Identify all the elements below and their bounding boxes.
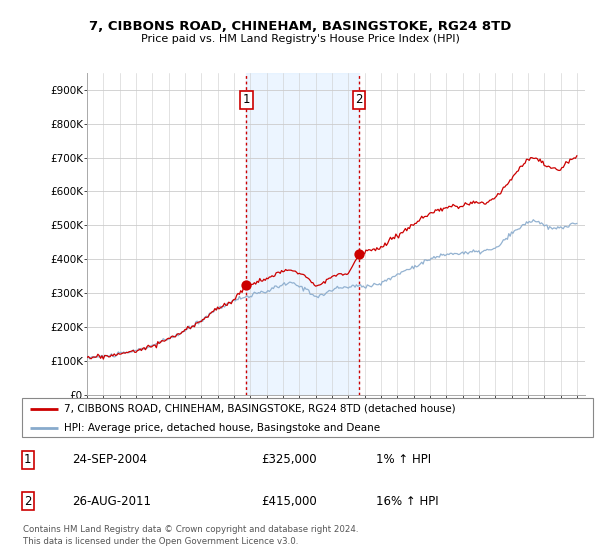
Text: £325,000: £325,000 (262, 453, 317, 466)
Text: Price paid vs. HM Land Registry's House Price Index (HPI): Price paid vs. HM Land Registry's House … (140, 34, 460, 44)
Text: 16% ↑ HPI: 16% ↑ HPI (376, 494, 439, 508)
Text: HPI: Average price, detached house, Basingstoke and Deane: HPI: Average price, detached house, Basi… (64, 423, 380, 433)
Point (354, 250, 364, 259)
Text: 1: 1 (242, 94, 250, 106)
Text: £415,000: £415,000 (262, 494, 317, 508)
Text: 26-AUG-2011: 26-AUG-2011 (73, 494, 152, 508)
Text: 2: 2 (24, 494, 32, 508)
Bar (246, 73, 359, 395)
Text: 7, CIBBONS ROAD, CHINEHAM, BASINGSTOKE, RG24 8TD: 7, CIBBONS ROAD, CHINEHAM, BASINGSTOKE, … (89, 20, 511, 32)
FancyBboxPatch shape (22, 398, 593, 437)
Text: Contains HM Land Registry data © Crown copyright and database right 2024.
This d: Contains HM Land Registry data © Crown c… (23, 525, 358, 546)
Text: 2: 2 (355, 94, 362, 106)
Text: 7, CIBBONS ROAD, CHINEHAM, BASINGSTOKE, RG24 8TD (detached house): 7, CIBBONS ROAD, CHINEHAM, BASINGSTOKE, … (64, 404, 455, 414)
Text: 1% ↑ HPI: 1% ↑ HPI (376, 453, 431, 466)
Text: 1: 1 (24, 453, 32, 466)
Text: 24-SEP-2004: 24-SEP-2004 (73, 453, 148, 466)
Point (241, 280, 251, 289)
